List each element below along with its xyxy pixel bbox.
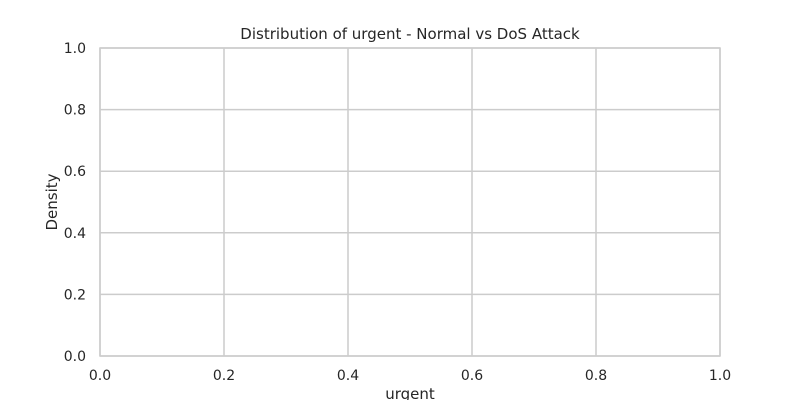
plot-area-frame (99, 47, 721, 357)
x-tick-label: 1.0 (709, 368, 731, 384)
x-tick-label: 0.0 (89, 368, 111, 384)
y-tick-label: 0.2 (64, 287, 86, 303)
chart-title: Distribution of urgent - Normal vs DoS A… (240, 25, 580, 43)
y-tick-label: 0.6 (64, 164, 86, 180)
x-tick-label: 0.2 (213, 368, 235, 384)
x-tick-label: 0.4 (337, 368, 359, 384)
y-tick-label: 0.4 (64, 226, 86, 242)
x-tick-label: 0.8 (585, 368, 607, 384)
y-tick-label: 0.8 (64, 103, 86, 119)
x-tick-labels: 0.0 0.2 0.4 0.6 0.8 1.0 (89, 368, 731, 384)
y-tick-label: 1.0 (64, 41, 86, 57)
y-tick-labels: 0.0 0.2 0.4 0.6 0.8 1.0 (64, 41, 86, 365)
y-axis-title: Density (43, 173, 61, 230)
y-tick-label: 0.0 (64, 349, 86, 365)
x-axis-title: urgent (385, 385, 435, 400)
x-tick-label: 0.6 (461, 368, 483, 384)
